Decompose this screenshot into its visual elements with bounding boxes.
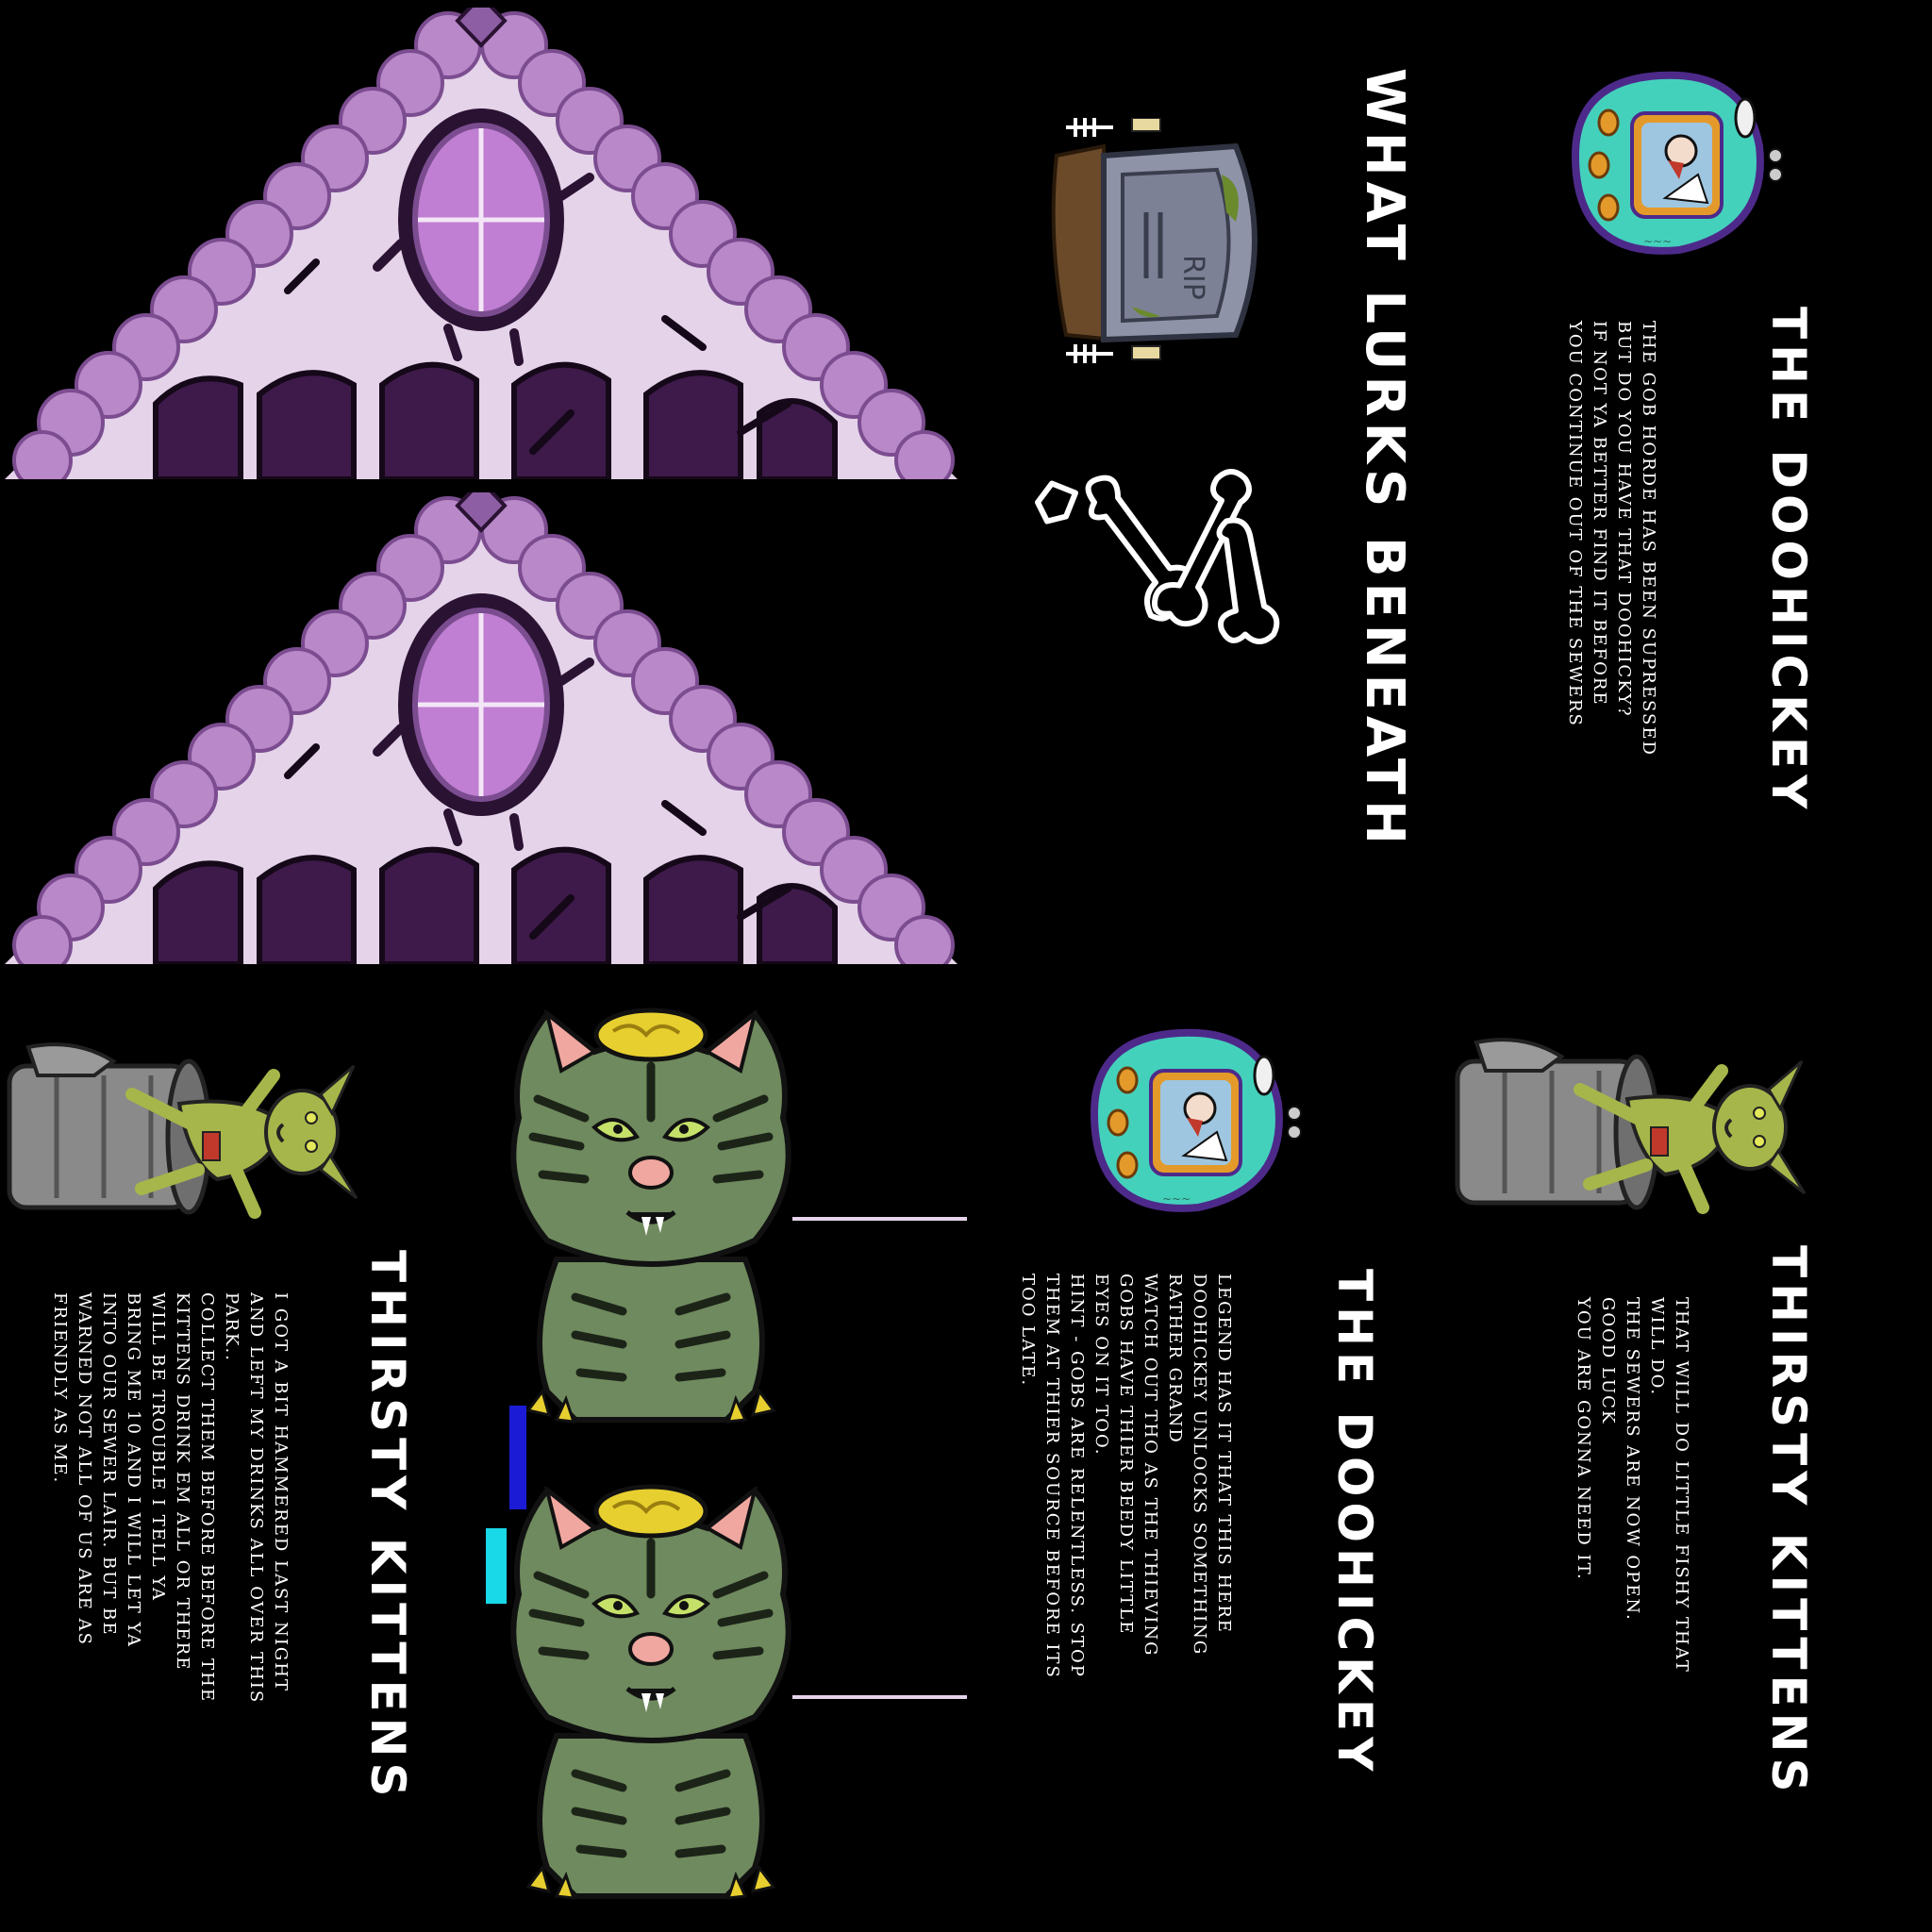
line: DOOHICKEY UNLOCKS SOMETHING — [1190, 1274, 1209, 1657]
line: GOOD LUCK — [1598, 1297, 1618, 1425]
line: WATCH OUT THO AS THE THIEVING — [1141, 1274, 1160, 1657]
kittens-left-body: I GOT A BIT HAMMERED LAST NIGHT AND LEFT… — [47, 1292, 292, 1704]
line: WILL BE TROUBLE I TELL YA — [148, 1292, 168, 1602]
line: KITTENS DRINK EM ALL OR THERE — [173, 1292, 192, 1672]
goblin-trash-can-icon — [0, 1038, 358, 1226]
line: COLLECT THEM BEFORE BEFORE THE — [197, 1292, 217, 1703]
line: EYES ON IT TOO. — [1091, 1274, 1111, 1457]
line: THE GOB HORDE HAS BEEN SUPRESSED — [1639, 321, 1658, 757]
doohickey-top-title: THE DOOHICKEY — [1761, 307, 1816, 815]
line: TOO LATE. — [1018, 1274, 1038, 1388]
line: PARK.. — [222, 1292, 242, 1362]
zombie-kitten-icon — [491, 976, 811, 1429]
kittens-right-body: THAT WILL DO LITTLE FISHY THAT WILL DO. … — [1571, 1297, 1693, 1674]
goblin-trash-can-icon — [1448, 1033, 1807, 1222]
line: WILL DO. — [1647, 1297, 1667, 1397]
doohickey-top-panel: THE DOOHICKEY — [1761, 307, 1816, 814]
line: LEGEND HAS IT THAT THIS HERE — [1214, 1274, 1234, 1634]
line: WARNED NOT ALL OF US ARE AS — [75, 1292, 94, 1646]
lurks-title: WHAT LURKS BENEATH — [1354, 68, 1415, 850]
line: FRIENDLY AS ME. — [50, 1292, 70, 1485]
line: BRING ME 10 AND I WILL LET YA — [124, 1292, 143, 1648]
line: HINT - GOBS ARE RELENTLESS. STOP — [1067, 1274, 1087, 1678]
kittens-right-title: THIRSTY KITTENS — [1761, 1245, 1816, 1798]
kittens-left-panel: THIRSTY KITTENS — [360, 1250, 415, 1803]
line: IF NOT YA BETTER FIND IT BEFORE — [1590, 321, 1609, 707]
edge-strip — [792, 1695, 967, 1699]
edge-strip — [509, 1406, 526, 1509]
doohickey-bottom-body: LEGEND HAS IT THAT THIS HERE DOOHICKEY U… — [1015, 1274, 1236, 1679]
line: THEM AT THIER SOURCE BEFORE ITS — [1042, 1274, 1062, 1679]
doohickey-top-body: THE GOB HORDE HAS BEEN SUPRESSED BUT DO … — [1562, 321, 1660, 757]
doohickey-bottom-panel: THE DOOHICKEY — [1327, 1269, 1382, 1776]
line: I GOT A BIT HAMMERED LAST NIGHT — [271, 1292, 291, 1692]
zombie-kitten-icon — [491, 1453, 811, 1906]
line: THAT WILL DO LITTLE FISHY THAT — [1672, 1297, 1691, 1674]
line: YOU ARE GONNA NEED IT. — [1574, 1297, 1593, 1581]
edge-strip — [792, 1217, 967, 1221]
kittens-right-panel: THIRSTY KITTENS — [1761, 1245, 1816, 1798]
doohickey-bottom-title: THE DOOHICKEY — [1327, 1269, 1382, 1777]
rip-tombstone-icon — [1047, 118, 1274, 363]
line: AND LEFT MY DRINKS ALL OVER THIS — [246, 1292, 266, 1705]
edge-strip — [486, 1528, 507, 1604]
line: GOBS HAVE THIER BEEDY LITTLE — [1116, 1274, 1136, 1636]
line: THE SEWERS ARE NOW OPEN. — [1623, 1297, 1642, 1622]
line: INTO OUR SEWER LAIR. BUT BE — [99, 1292, 119, 1637]
line: YOU CONTINUE OUT OF THE SEWERS — [1565, 321, 1585, 727]
lurks-panel: WHAT LURKS BENEATH — [1354, 68, 1415, 850]
line: RATHER GRAND — [1165, 1274, 1185, 1444]
line: BUT DO YOU HAVE THAT DOOHICKY? — [1614, 321, 1634, 718]
virtual-pet-device-icon — [1047, 1019, 1330, 1226]
roof-window-gable-icon — [5, 8, 958, 479]
crossed-bones-icon — [1028, 458, 1292, 679]
kittens-left-title: THIRSTY KITTENS — [360, 1250, 415, 1803]
roof-window-gable-icon — [5, 492, 958, 964]
virtual-pet-device-icon — [1528, 61, 1811, 269]
